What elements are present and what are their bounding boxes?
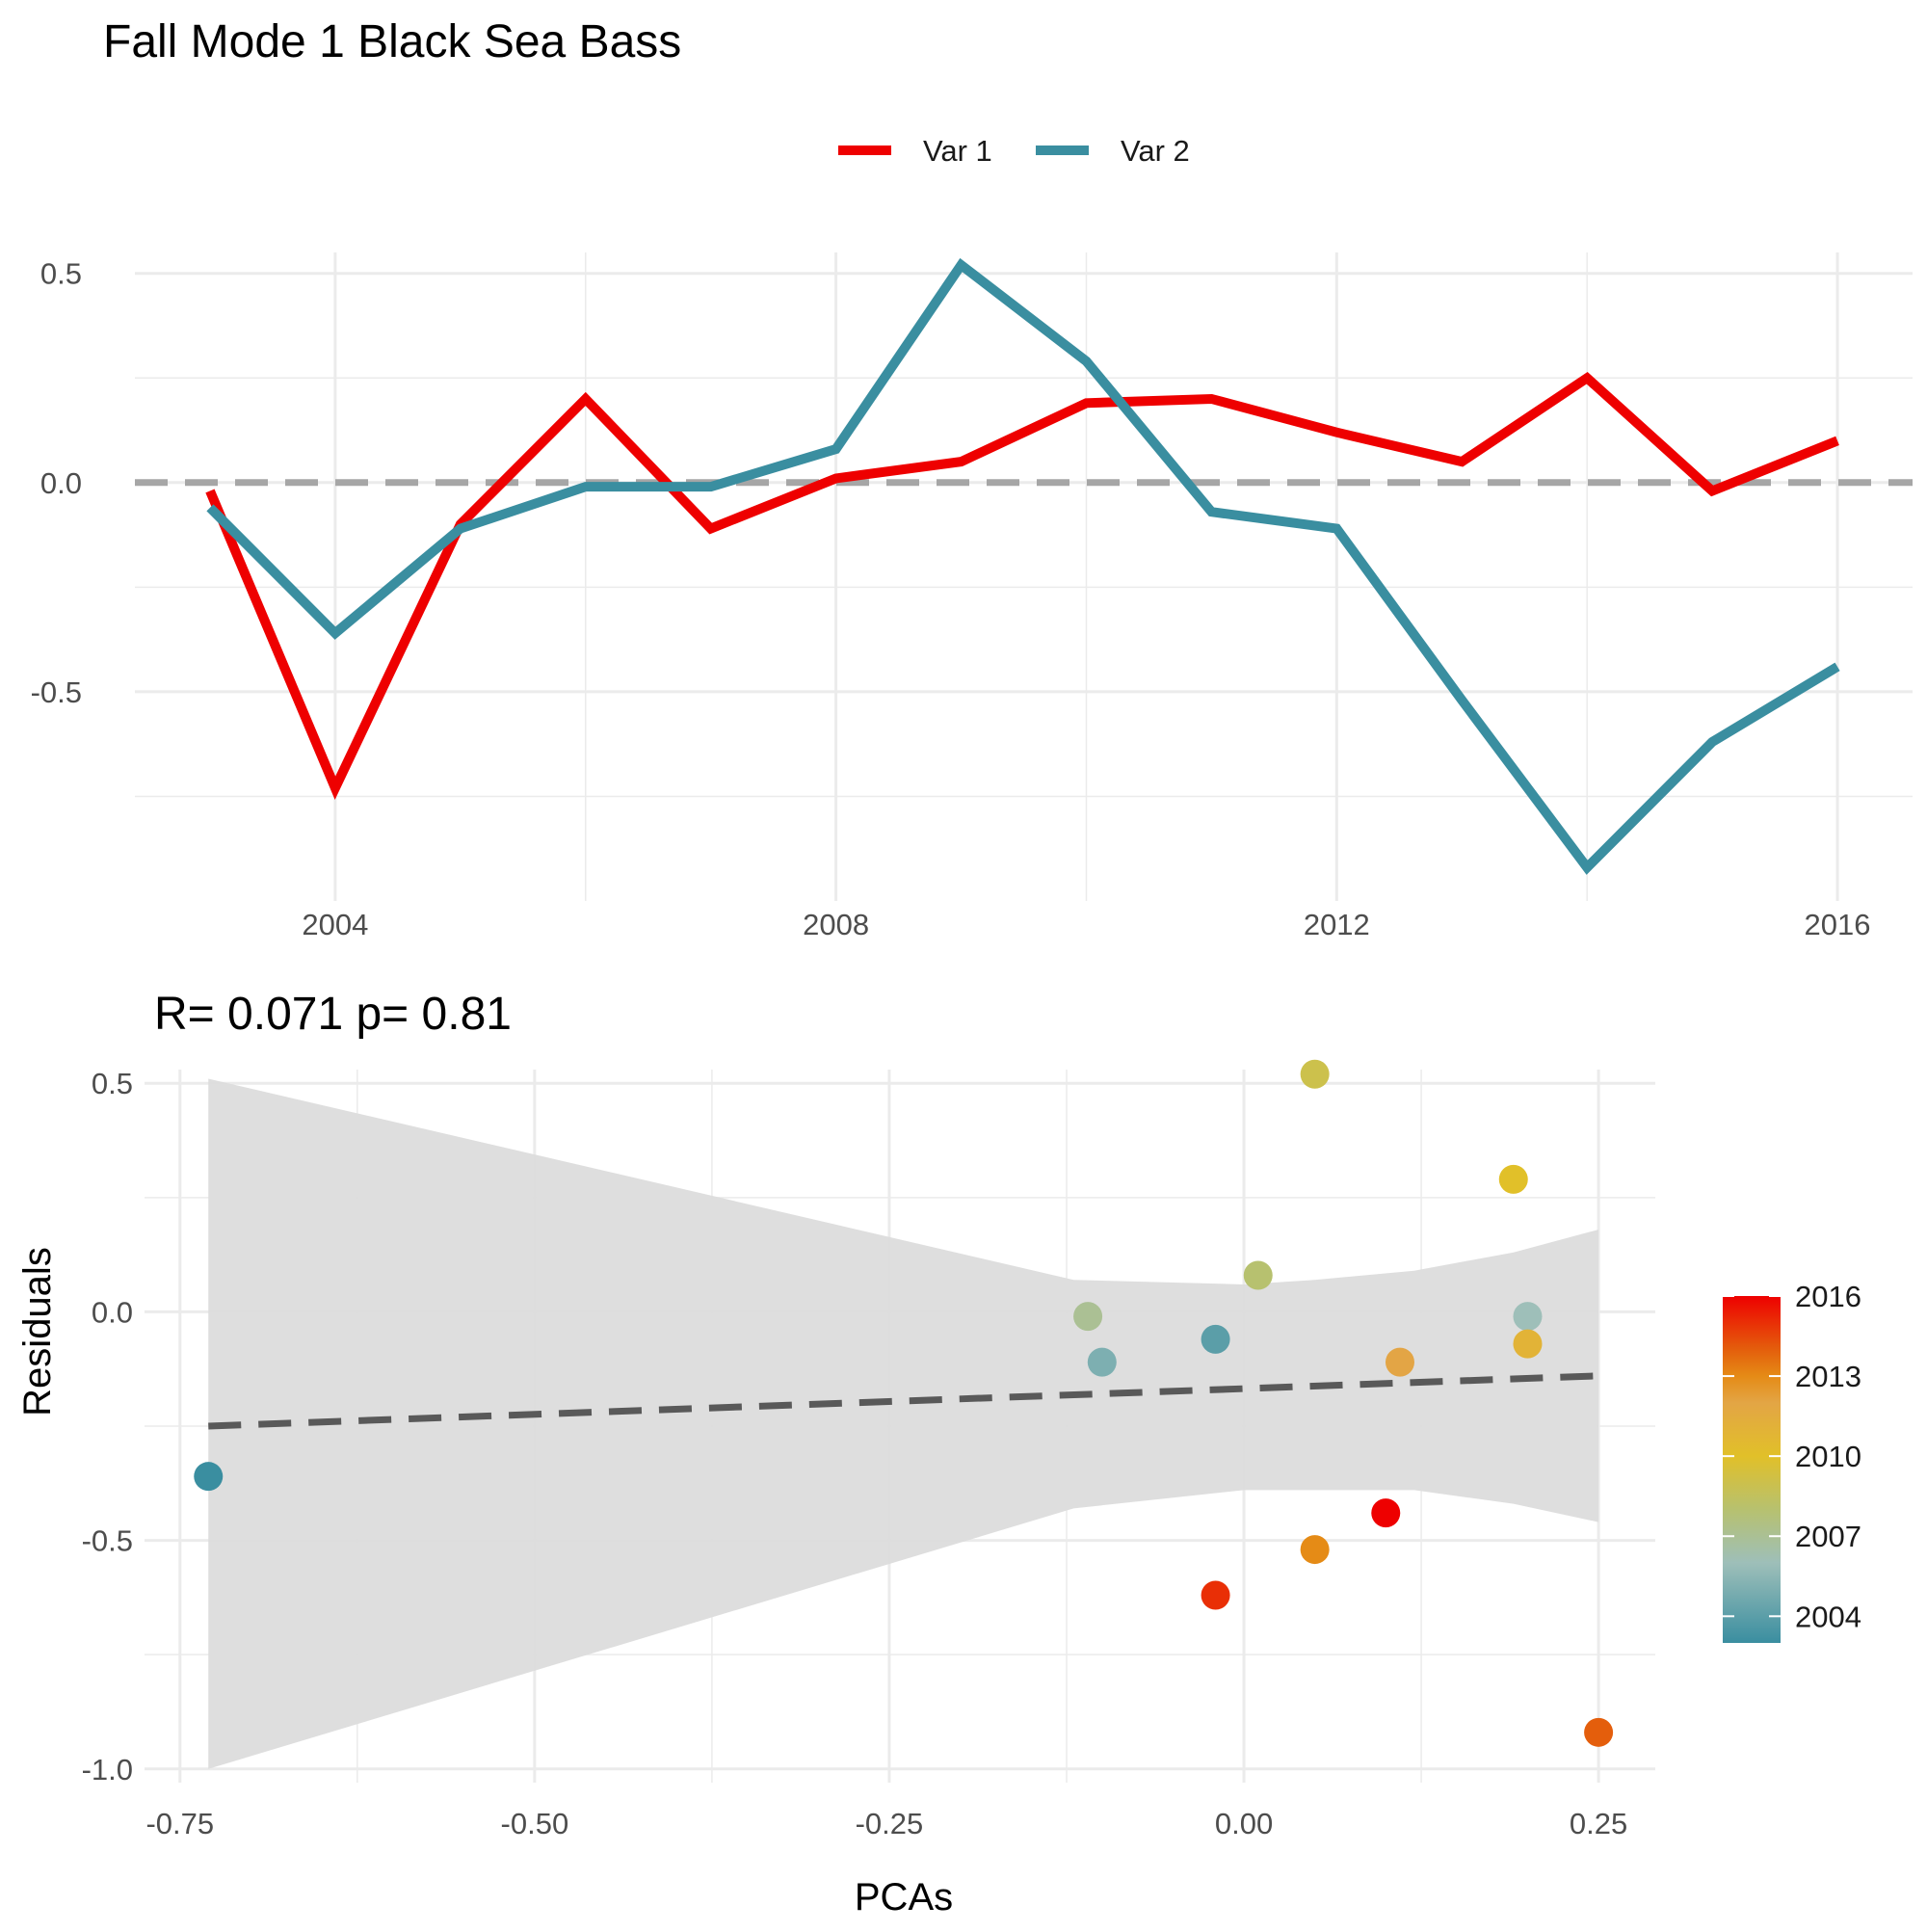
data-point — [1087, 1347, 1117, 1377]
x-tick-label: 0.25 — [1570, 1807, 1627, 1840]
y-axis-title: Residuals — [16, 1247, 59, 1416]
y-tick-label: -0.5 — [31, 675, 82, 709]
y-tick-label: 0.0 — [40, 466, 82, 500]
x-tick-label: -0.75 — [145, 1807, 214, 1840]
bottom-scatter-chart: -0.75 -0.50 -0.25 0.00 0.25 -1.0 -0.5 0.0 0.5 — [82, 1059, 1655, 1840]
x-tick-label: 2012 — [1304, 908, 1370, 941]
colorbar-tick-label: 2004 — [1795, 1600, 1861, 1633]
data-point — [194, 1462, 224, 1492]
year-colorbar: 2004 2007 2010 2013 2016 — [1723, 1280, 1861, 1643]
confidence-band — [208, 1078, 1599, 1769]
series-line-1 — [205, 371, 1839, 800]
x-tick-label: -0.25 — [856, 1807, 924, 1840]
colorbar-tick-label: 2013 — [1795, 1360, 1861, 1393]
data-point — [1584, 1717, 1614, 1747]
x-tick-label: 2004 — [302, 908, 368, 941]
data-point — [1073, 1302, 1103, 1332]
data-point — [1300, 1059, 1330, 1089]
regression-fit-line — [208, 1372, 1599, 1430]
figure-title: Fall Mode 1 Black Sea Bass — [103, 16, 681, 67]
legend-label-1: Var 1 — [923, 134, 992, 168]
colorbar-tick-label: 2010 — [1795, 1440, 1861, 1473]
data-point — [1513, 1302, 1543, 1332]
x-axis-title: PCAs — [855, 1876, 953, 1919]
data-point — [1371, 1498, 1401, 1528]
x-tick-label: 2008 — [803, 908, 869, 941]
bottom-chart-title: R= 0.071 p= 0.81 — [154, 989, 512, 1040]
legend-label-2: Var 2 — [1121, 134, 1190, 168]
data-point — [1243, 1260, 1273, 1290]
x-tick-label: 0.00 — [1215, 1807, 1273, 1840]
data-point — [1498, 1164, 1528, 1194]
y-tick-label: 0.5 — [40, 257, 82, 291]
y-tick-label: -0.5 — [82, 1524, 133, 1558]
data-point — [1513, 1329, 1543, 1359]
x-tick-label: 2016 — [1805, 908, 1871, 941]
data-point — [1201, 1324, 1230, 1354]
y-tick-label: 0.0 — [92, 1295, 133, 1329]
y-tick-label: -1.0 — [82, 1753, 133, 1786]
line-legend: Var 1 Var 2 — [838, 134, 1190, 168]
data-point — [1385, 1347, 1414, 1377]
top-line-chart: 2004 2008 2012 2016 -0.5 0.0 0.5 — [31, 252, 1913, 941]
colorbar-gradient — [1723, 1296, 1781, 1643]
x-tick-label: -0.50 — [501, 1807, 569, 1840]
y-tick-label: 0.5 — [92, 1067, 133, 1100]
colorbar-tick-label: 2007 — [1795, 1520, 1861, 1553]
data-point — [1201, 1580, 1230, 1610]
data-point — [1300, 1535, 1330, 1565]
series-line-2 — [206, 257, 1840, 875]
colorbar-tick-label: 2016 — [1795, 1280, 1861, 1313]
